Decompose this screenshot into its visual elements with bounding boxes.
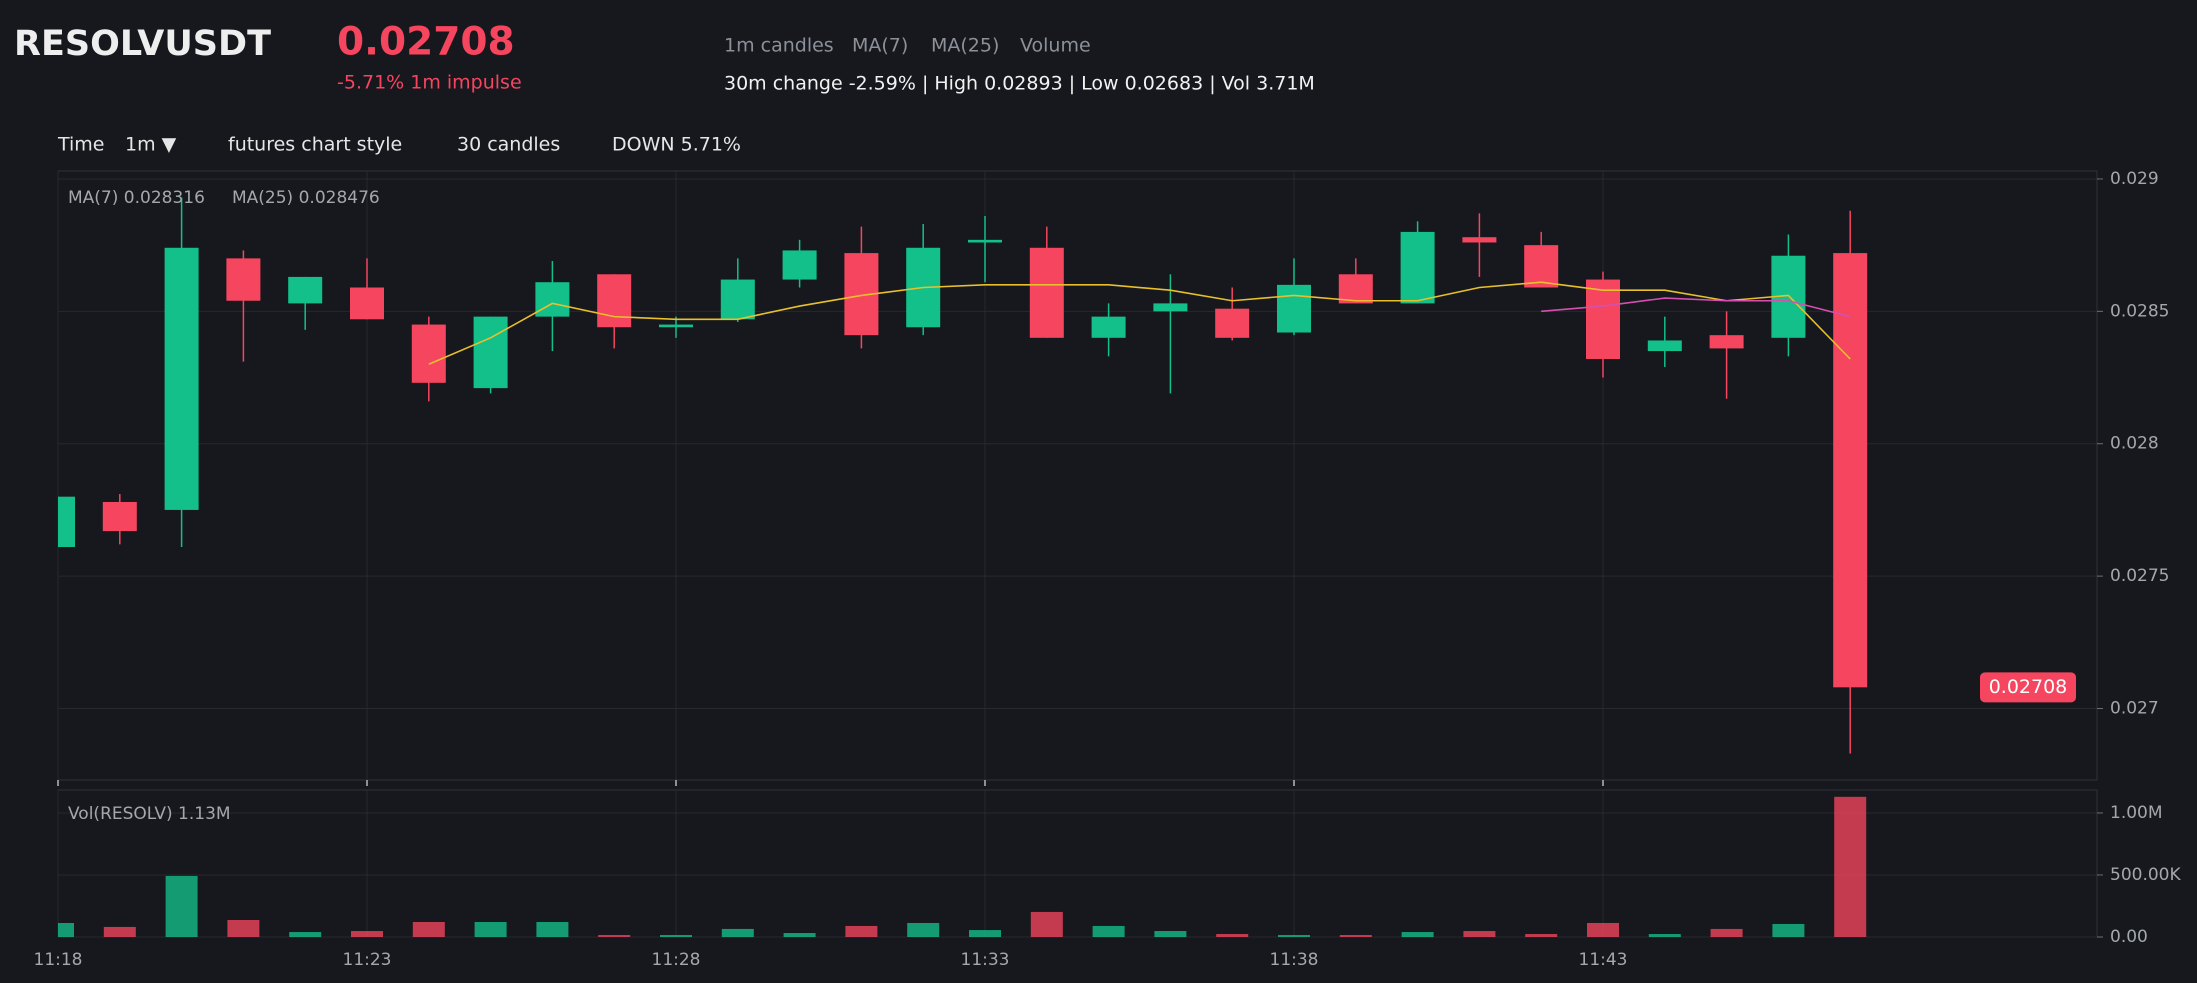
x-tick-label: 11:43 <box>1579 950 1628 970</box>
volume-bar <box>351 931 383 937</box>
symbol: RESOLVUSDT <box>14 24 271 64</box>
last-price-label: 0.02708 <box>1989 676 2068 698</box>
candle-body <box>1524 245 1559 288</box>
candle-body <box>473 316 508 389</box>
candle-body <box>1153 303 1188 312</box>
candle-body <box>58 496 75 547</box>
candle-body <box>1833 253 1868 688</box>
volume-bar <box>1216 934 1249 937</box>
last-price-tag <box>1980 672 2076 703</box>
last-price: 0.02708 <box>337 20 515 65</box>
candle-body <box>164 247 199 510</box>
x-tick-label: 11:33 <box>961 950 1010 970</box>
candle-body <box>350 287 384 320</box>
legend-item: MA(7) <box>852 35 908 57</box>
volume-bar <box>103 926 136 937</box>
candle-body <box>1462 237 1497 243</box>
legend-item: Volume <box>1020 35 1091 57</box>
candle-body <box>1029 247 1064 338</box>
candle-count: 30 candles <box>457 134 560 156</box>
volume-bar <box>721 928 754 937</box>
volume-bar <box>536 921 569 937</box>
volume-bar <box>598 935 631 937</box>
candle-body <box>1091 316 1126 338</box>
candle-body <box>1215 308 1250 338</box>
volume-bar <box>1772 923 1805 937</box>
x-tick-label: 11:18 <box>34 950 83 970</box>
candle-body <box>1400 231 1435 304</box>
volume-bar <box>474 921 507 937</box>
x-tick-label: 11:23 <box>343 950 392 970</box>
volume-bar <box>289 932 322 937</box>
candle-body <box>659 324 693 328</box>
volume-bar <box>1092 925 1125 937</box>
y-tick-label: 0.00 <box>2110 927 2148 947</box>
volume-bar <box>845 925 878 937</box>
candle-body <box>720 279 755 320</box>
volume-bar <box>1401 932 1434 937</box>
volume-bar <box>1648 934 1681 937</box>
candle-body <box>1586 279 1620 359</box>
y-tick-label: 0.0275 <box>2110 566 2169 586</box>
y-tick-label: 500.00K <box>2110 865 2181 885</box>
volume-bar <box>1587 922 1619 937</box>
impulse: -5.71% 1m impulse <box>337 72 522 94</box>
volume-bar <box>969 930 1001 937</box>
volume-bar <box>58 922 74 937</box>
y-tick-label: 0.029 <box>2110 169 2159 189</box>
y-tick-label: 1.00M <box>2110 803 2163 823</box>
volume-bar <box>783 933 816 937</box>
candle-body <box>1647 340 1682 352</box>
candle-body <box>535 282 570 317</box>
candle-body <box>597 274 632 328</box>
volume-bar <box>1278 935 1310 937</box>
candle-body <box>1709 335 1744 349</box>
volume-bar <box>412 921 445 937</box>
volume-bar <box>660 935 692 937</box>
candle-body <box>968 239 1002 243</box>
time-label: Time <box>57 134 105 156</box>
volume-bar <box>1030 911 1063 937</box>
volume-bar <box>1154 931 1187 937</box>
x-tick-label: 11:28 <box>652 950 701 970</box>
y-tick-label: 0.028 <box>2110 434 2159 454</box>
direction: DOWN 5.71% <box>612 134 741 156</box>
volume-bar <box>1339 935 1372 937</box>
interval-select[interactable]: 1m ▼ <box>125 134 177 156</box>
volume-bar <box>1710 928 1743 937</box>
volume-bar <box>1525 934 1558 937</box>
volume-bar <box>907 922 940 937</box>
volume-bar <box>1834 796 1867 937</box>
candle-body <box>288 276 323 304</box>
x-tick-label: 11:38 <box>1270 950 1319 970</box>
volume-bar <box>227 920 260 937</box>
y-tick-label: 0.027 <box>2110 699 2159 719</box>
ma25-legend: MA(25) 0.028476 <box>232 188 380 208</box>
chart-style[interactable]: futures chart style <box>228 134 402 156</box>
legend-item: MA(25) <box>931 35 999 57</box>
candle-body <box>226 258 261 301</box>
volume-bar <box>1463 931 1496 937</box>
volume-legend: Vol(RESOLV) 1.13M <box>68 804 231 824</box>
candle-body <box>1338 274 1373 304</box>
candle-body <box>1277 284 1311 333</box>
candle-body <box>782 250 817 280</box>
ma7-legend: MA(7) 0.028316 <box>68 188 205 208</box>
candle-body <box>102 501 137 532</box>
volume-bar <box>165 875 198 937</box>
legend-item: 1m candles <box>724 35 834 57</box>
ma-line <box>1541 297 1851 318</box>
ma-line <box>428 281 1851 366</box>
candle-body <box>411 324 446 383</box>
y-tick-label: 0.0285 <box>2110 301 2169 321</box>
summary: 30m change -2.59% | High 0.02893 | Low 0… <box>724 73 1315 95</box>
